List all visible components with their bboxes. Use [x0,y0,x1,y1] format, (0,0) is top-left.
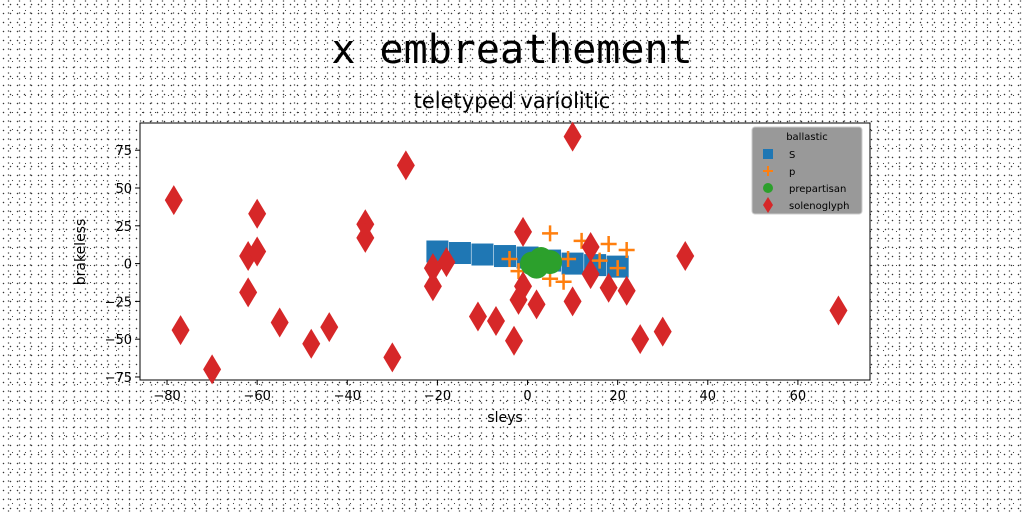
y-tick-label: −50 [105,333,132,348]
x-axis-label: sleys [487,410,522,426]
legend-label: solenoglyph [789,201,849,212]
legend: ballastic Sp prepartisan solenoglyph [751,126,863,215]
y-tick-label: 25 [115,220,132,235]
data-point-solenoglyph [763,197,773,213]
data-point-solenoglyph [171,315,190,346]
series-p [501,225,635,290]
data-point-p [609,260,626,277]
data-point-solenoglyph [581,259,600,290]
data-point-p [600,235,617,252]
data-point-solenoglyph [563,286,582,317]
y-tick-label: −25 [105,295,132,310]
y-axis-ticks: −75 −50 −25 0 25 50 75 [105,144,140,386]
data-point-solenoglyph [505,325,524,356]
data-point-solenoglyph [468,301,487,332]
legend-label: p [789,167,795,178]
data-point-solenoglyph [383,342,402,373]
legend-entry: prepartisan [763,183,846,195]
data-point-solenoglyph [396,150,415,181]
data-point-prepartisan [763,183,773,193]
data-point-solenoglyph [270,307,289,338]
data-point-s [471,243,494,266]
x-axis-ticks: −80 −60 −40 −20 0 20 40 60 [153,380,806,404]
series-prepartisan [520,247,563,279]
chart-subtitle: teletyped variolitic [413,89,611,113]
data-point-prepartisan [524,254,549,279]
legend-entry: S [763,149,795,161]
data-point-p [555,273,572,290]
y-tick-label: 75 [115,144,132,159]
y-axis-label: brakeless [73,219,89,286]
y-tick-label: 0 [124,258,132,273]
legend-entry: solenoglyph [763,197,849,213]
x-tick-label: −40 [334,389,361,404]
x-tick-label: 0 [523,389,531,404]
data-point-solenoglyph [617,275,636,306]
data-point-solenoglyph [486,306,505,337]
legend-label: prepartisan [789,184,846,195]
legend-label: S [789,150,795,161]
data-point-p [542,225,559,242]
data-point-solenoglyph [676,241,695,272]
data-point-solenoglyph [527,289,546,320]
data-point-solenoglyph [356,222,375,253]
data-point-solenoglyph [653,316,672,347]
data-point-solenoglyph [248,236,267,267]
series-solenoglyph [164,121,848,385]
data-point-solenoglyph [437,247,456,278]
data-point-solenoglyph [423,253,442,284]
x-tick-label: −80 [153,389,180,404]
data-point-solenoglyph [563,121,582,152]
data-point-p [501,251,518,268]
data-point-solenoglyph [599,272,618,303]
data-point-p [763,166,773,176]
data-point-p [560,251,577,268]
data-point-solenoglyph [631,324,650,355]
data-point-s [494,245,516,268]
x-tick-label: −20 [424,389,451,404]
legend-title: ballastic [786,132,828,143]
legend-entry: p [763,166,795,178]
y-tick-label: 50 [115,182,132,197]
x-tick-label: 60 [790,389,807,404]
data-point-s [448,242,471,265]
data-point-s [561,252,584,275]
data-point-solenoglyph [248,198,267,229]
data-point-p [618,241,635,258]
data-point-solenoglyph [239,241,258,272]
data-point-solenoglyph [509,284,528,315]
page-title: x embreathement [331,27,693,73]
data-point-solenoglyph [164,185,183,216]
data-point-solenoglyph [581,231,600,262]
data-point-p [591,252,608,269]
legend-box [751,126,863,215]
data-point-solenoglyph [829,295,848,326]
x-tick-label: −60 [243,389,270,404]
chart-marks [164,121,848,385]
data-point-s [763,149,773,159]
data-point-solenoglyph [423,271,442,302]
y-tick-label: −75 [105,371,132,386]
data-point-solenoglyph [302,328,321,359]
x-tick-label: 40 [700,389,717,404]
data-point-solenoglyph [239,277,258,308]
data-point-solenoglyph [203,354,222,385]
x-tick-label: 20 [609,389,626,404]
data-point-solenoglyph [320,312,339,343]
data-point-solenoglyph [514,216,533,247]
